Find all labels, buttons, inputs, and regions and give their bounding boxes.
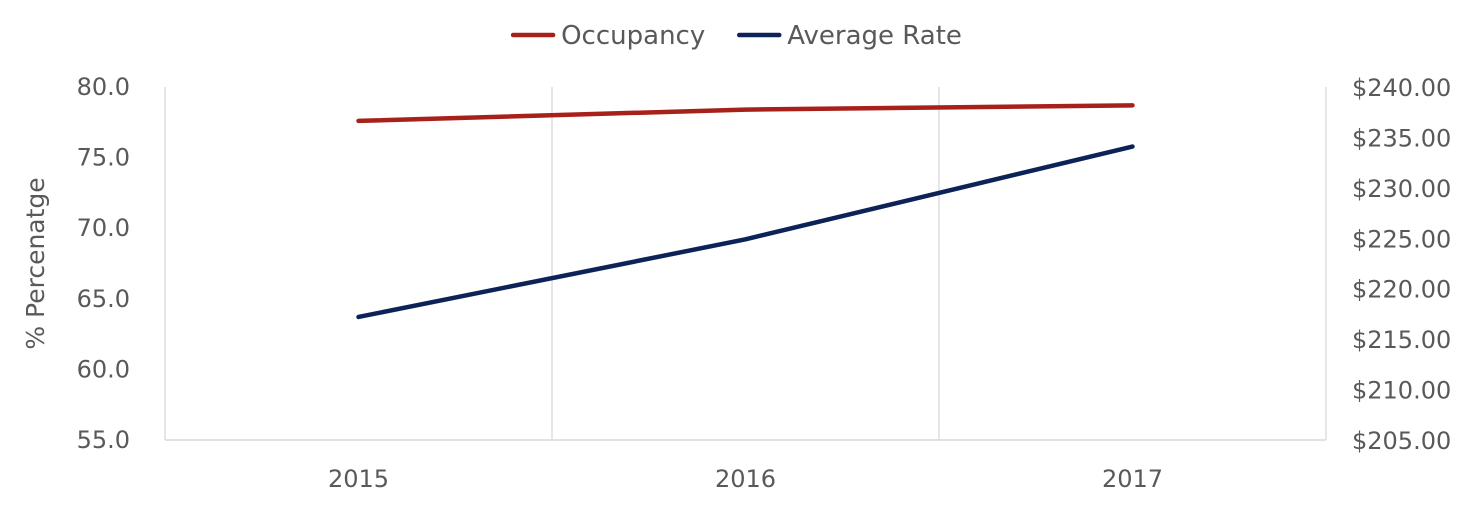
- right-axis-tick-label: $220.00: [1352, 276, 1451, 304]
- left-axis-tick-label: 65.0: [77, 285, 130, 313]
- series-line-average-rate: [356, 144, 1135, 320]
- left-axis-tick-label: 60.0: [77, 355, 130, 383]
- x-axis-tick-label: 2017: [1102, 465, 1163, 493]
- right-axis-tick-label: $240.00: [1352, 74, 1451, 102]
- series-line-occupancy: [356, 103, 1135, 124]
- right-axis-tick-label: $235.00: [1352, 124, 1451, 152]
- right-axis-tick-label: $225.00: [1352, 225, 1451, 253]
- series-lines: [356, 103, 1135, 320]
- left-axis-tick-label: 55.0: [77, 426, 130, 454]
- x-axis-tick-label: 2015: [328, 465, 389, 493]
- legend-label-occupancy: Occupancy: [561, 21, 705, 51]
- right-axis-tick-label: $205.00: [1352, 427, 1451, 455]
- x-axis-tick-label: 2016: [715, 465, 776, 493]
- legend: Occupancy Average Rate: [510, 21, 962, 51]
- left-axis-tick-label: 70.0: [77, 214, 130, 242]
- left-axis-tick-labels: 55.0 60.0 65.0 70.0 75.0 80.0: [77, 73, 130, 454]
- right-axis-tick-label: $215.00: [1352, 326, 1451, 354]
- right-axis-tick-label: $230.00: [1352, 175, 1451, 203]
- right-axis-tick-label: $210.00: [1352, 377, 1451, 405]
- right-axis-tick-labels: $205.00 $210.00 $215.00 $220.00 $225.00 $230.…: [1352, 74, 1451, 455]
- left-axis-tick-label: 80.0: [77, 73, 130, 101]
- left-axis-tick-label: 75.0: [77, 144, 130, 172]
- legend-label-average-rate: Average Rate: [787, 21, 962, 51]
- x-axis-tick-labels: 2015 2016 2017: [328, 465, 1163, 493]
- gridlines: [164, 87, 1327, 440]
- left-axis-title: % Percenatge: [21, 177, 50, 349]
